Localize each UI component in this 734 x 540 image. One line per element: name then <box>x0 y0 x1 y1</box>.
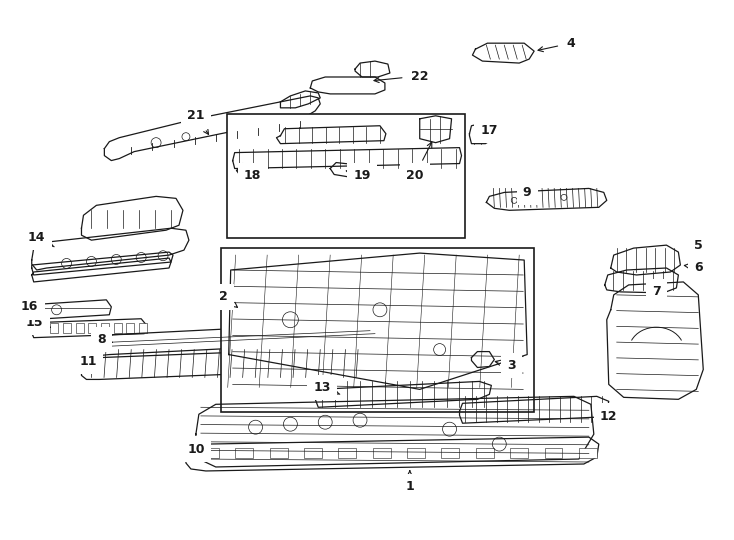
Bar <box>201 448 219 458</box>
Polygon shape <box>196 396 594 467</box>
Polygon shape <box>32 228 189 270</box>
Text: 5: 5 <box>694 239 702 278</box>
Polygon shape <box>607 282 703 400</box>
Bar <box>441 448 459 458</box>
Polygon shape <box>605 268 678 293</box>
Text: 22: 22 <box>374 70 429 83</box>
Text: 10: 10 <box>187 443 207 456</box>
Text: 19: 19 <box>346 169 371 182</box>
Polygon shape <box>316 381 491 407</box>
Polygon shape <box>186 437 599 471</box>
Polygon shape <box>459 396 608 423</box>
Bar <box>51 323 58 333</box>
Text: 11: 11 <box>80 355 98 368</box>
Text: 16: 16 <box>21 300 38 313</box>
Polygon shape <box>233 147 462 168</box>
Text: 8: 8 <box>97 333 112 346</box>
Polygon shape <box>277 126 386 144</box>
Polygon shape <box>420 116 451 143</box>
Polygon shape <box>32 319 146 338</box>
Polygon shape <box>355 61 390 77</box>
Bar <box>221 248 534 412</box>
Bar <box>139 323 147 333</box>
Polygon shape <box>81 348 368 380</box>
Bar <box>373 448 390 458</box>
Polygon shape <box>32 258 171 282</box>
Polygon shape <box>32 252 173 275</box>
Polygon shape <box>471 352 494 368</box>
Text: 20: 20 <box>406 142 432 182</box>
Polygon shape <box>487 188 607 210</box>
Polygon shape <box>310 77 385 94</box>
Text: 4: 4 <box>538 37 575 52</box>
Bar <box>545 448 562 458</box>
Polygon shape <box>330 163 358 178</box>
Polygon shape <box>611 245 680 275</box>
Bar <box>476 448 494 458</box>
Polygon shape <box>229 253 527 389</box>
Bar <box>76 323 84 333</box>
Polygon shape <box>96 322 380 355</box>
Bar <box>579 448 597 458</box>
Text: 6: 6 <box>684 260 702 274</box>
Text: 15: 15 <box>26 316 51 329</box>
Text: 12: 12 <box>600 410 617 423</box>
Text: 1: 1 <box>405 471 414 494</box>
Polygon shape <box>236 164 264 179</box>
Polygon shape <box>473 43 534 63</box>
Polygon shape <box>470 123 493 144</box>
Bar <box>235 448 253 458</box>
Bar <box>407 448 425 458</box>
Text: 14: 14 <box>28 231 54 247</box>
Text: 13: 13 <box>313 381 340 394</box>
Bar <box>63 323 71 333</box>
Bar <box>114 323 122 333</box>
Text: 18: 18 <box>244 169 261 182</box>
Bar <box>88 323 96 333</box>
Text: 17: 17 <box>481 124 498 137</box>
Bar <box>126 323 134 333</box>
Bar <box>304 448 322 458</box>
Bar <box>269 448 288 458</box>
Polygon shape <box>280 91 320 108</box>
Polygon shape <box>26 300 112 320</box>
Text: 3: 3 <box>495 359 515 372</box>
Polygon shape <box>81 197 183 240</box>
Polygon shape <box>104 96 320 160</box>
Bar <box>37 323 46 333</box>
Bar <box>101 323 109 333</box>
Text: 7: 7 <box>652 285 661 299</box>
Text: 21: 21 <box>187 109 208 134</box>
Text: 9: 9 <box>523 186 531 199</box>
Bar <box>338 448 356 458</box>
Bar <box>510 448 528 458</box>
Text: 2: 2 <box>219 291 238 307</box>
Bar <box>227 114 465 238</box>
